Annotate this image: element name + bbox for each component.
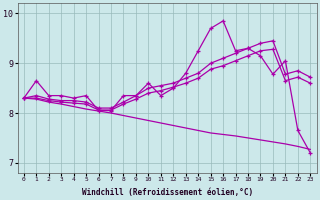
X-axis label: Windchill (Refroidissement éolien,°C): Windchill (Refroidissement éolien,°C) xyxy=(82,188,253,197)
